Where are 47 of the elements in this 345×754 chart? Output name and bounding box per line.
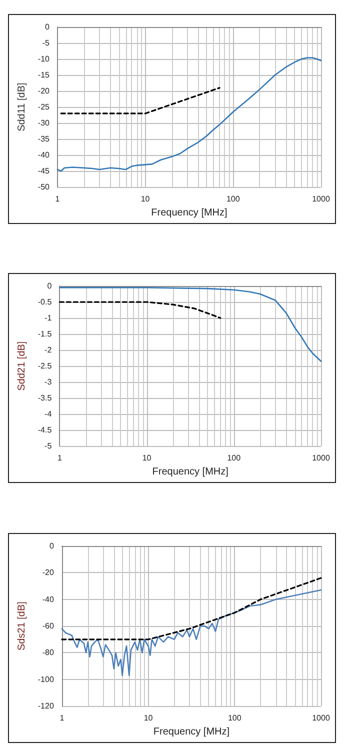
y-tick-label: -20 <box>38 86 50 96</box>
y-tick-label: -25 <box>38 102 50 112</box>
x-tick-label: 10 <box>142 454 152 463</box>
y-tick-label: 0 <box>49 542 54 550</box>
x-tick-label: 1 <box>55 194 60 204</box>
y-tick-label: -2.5 <box>38 362 52 371</box>
y-tick-label: -0.5 <box>38 298 52 307</box>
x-tick-label: 10 <box>140 194 150 204</box>
y-axis-title: Sds21 [dB] <box>16 601 28 651</box>
y-tick-label: -40 <box>42 594 54 604</box>
y-axis-title: Sdd11 [dB] <box>16 82 28 132</box>
y-tick-label: -15 <box>38 70 50 80</box>
y-tick-label: 0 <box>47 282 52 290</box>
x-tick-label: 1000 <box>312 714 330 723</box>
x-tick-label: 1000 <box>312 194 330 204</box>
y-tick-label: -80 <box>42 648 54 658</box>
y-tick-label: -3.5 <box>38 394 52 403</box>
y-tick-label: -10 <box>38 54 50 64</box>
x-tick-label: 100 <box>228 714 242 723</box>
x-axis-title: Frequency [MHz] <box>152 466 229 478</box>
x-axis-title: Frequency [MHz] <box>151 208 228 218</box>
y-tick-label: -35 <box>38 134 50 144</box>
y-tick-label: -4.5 <box>38 426 52 435</box>
y-tick-label: -5 <box>42 38 50 48</box>
y-tick-label: -50 <box>38 182 50 192</box>
x-axis-title: Frequency [MHz] <box>153 726 230 738</box>
y-tick-label: -20 <box>42 568 54 578</box>
y-tick-label: -4 <box>44 410 52 419</box>
y-tick-label: -1 <box>44 314 52 323</box>
x-tick-label: 1000 <box>312 454 330 463</box>
x-tick-label: 1 <box>60 714 65 723</box>
y-tick-label: -45 <box>38 166 50 176</box>
x-tick-label: 1 <box>57 454 62 463</box>
y-tick-label: -2 <box>44 346 52 355</box>
y-tick-label: -40 <box>38 150 50 160</box>
y-tick-label: -100 <box>38 674 54 684</box>
x-tick-label: 100 <box>227 454 242 463</box>
y-tick-label: -60 <box>42 622 54 631</box>
y-tick-label: 0 <box>45 22 50 32</box>
x-tick-label: 10 <box>144 714 154 723</box>
x-tick-label: 100 <box>226 194 240 204</box>
y-tick-label: -1.5 <box>38 330 52 339</box>
y-tick-label: -120 <box>38 702 54 711</box>
y-tick-label: -30 <box>38 118 50 128</box>
y-tick-label: -3 <box>44 378 52 387</box>
y-tick-label: -5 <box>44 442 52 451</box>
y-axis-title: Sdd21 [dB] <box>16 341 28 391</box>
